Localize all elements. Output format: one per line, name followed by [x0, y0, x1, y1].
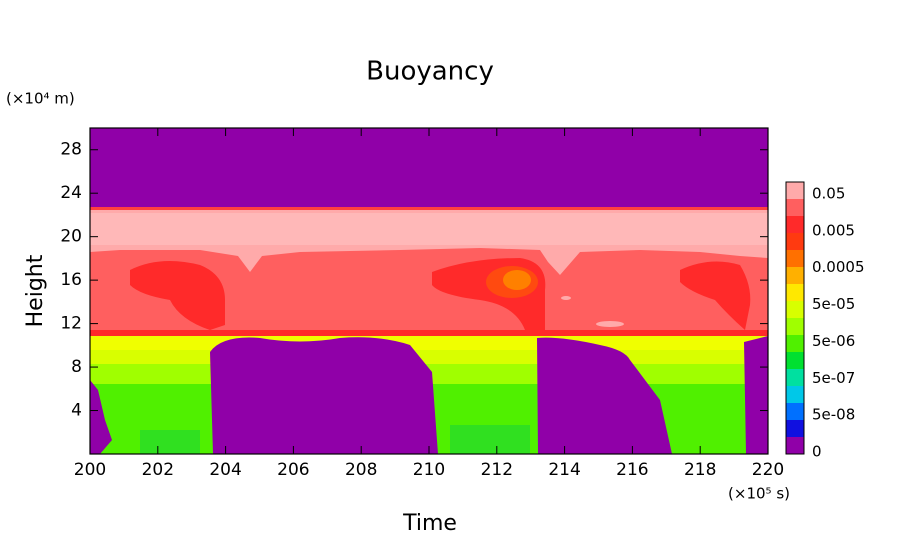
colorbar-swatch	[786, 386, 804, 404]
x-tick-label: 212	[481, 460, 513, 480]
colorbar-swatch	[786, 352, 804, 370]
colorbar-swatch	[786, 369, 804, 387]
y-tick-label: 8	[71, 357, 82, 377]
y-tick-label: 20	[60, 227, 82, 247]
colorbar-swatch	[786, 437, 804, 455]
x-tick-label: 216	[616, 460, 648, 480]
y-tick-label: 24	[60, 183, 82, 203]
chart-title: Buoyancy	[366, 57, 494, 87]
x-tick-label: 210	[413, 460, 445, 480]
y-tick-label: 12	[60, 314, 82, 334]
y-axis-unit: (×10⁴ m)	[6, 90, 75, 108]
y-tick-label: 16	[60, 270, 82, 290]
contour-field	[90, 128, 768, 454]
colorbar-swatch	[786, 267, 804, 285]
x-tick-label: 220	[752, 460, 784, 480]
x-tick-label: 208	[345, 460, 377, 480]
colorbar-label: 5e-06	[812, 332, 855, 350]
x-tick-label: 218	[684, 460, 716, 480]
colorbar-label: 0	[812, 443, 822, 461]
colorbar-swatch	[786, 250, 804, 268]
colorbar-frame	[785, 181, 805, 455]
x-tick-label: 214	[548, 460, 580, 480]
colorbar-swatch	[786, 182, 804, 200]
colorbar-label: 5e-08	[812, 406, 855, 424]
colorbar-label: 0.05	[812, 185, 845, 203]
colorbar-label: 0.0005	[812, 258, 865, 276]
colorbar-swatch	[786, 403, 804, 421]
colorbar-swatch	[786, 335, 804, 353]
x-tick-label: 206	[277, 460, 309, 480]
colorbar-swatch	[786, 233, 804, 251]
colorbar-swatch	[786, 318, 804, 336]
x-axis-unit: (×10⁵ s)	[728, 485, 790, 503]
colorbar-swatch	[786, 284, 804, 302]
colorbar-swatch	[786, 301, 804, 319]
x-axis-label: Time	[402, 511, 457, 536]
x-tick-label: 204	[209, 460, 241, 480]
colorbar-swatch	[786, 216, 804, 234]
colorbar-label: 5e-07	[812, 369, 855, 387]
y-tick-label: 4	[71, 401, 82, 421]
y-axis-label: Height	[23, 254, 48, 327]
colorbar-swatch	[786, 420, 804, 438]
y-tick-label: 28	[60, 140, 82, 160]
colorbar-swatch	[786, 199, 804, 217]
x-tick-label: 200	[74, 460, 106, 480]
colorbar-label: 0.005	[812, 221, 855, 239]
colorbar-label: 5e-05	[812, 295, 855, 313]
x-tick-label: 202	[142, 460, 174, 480]
